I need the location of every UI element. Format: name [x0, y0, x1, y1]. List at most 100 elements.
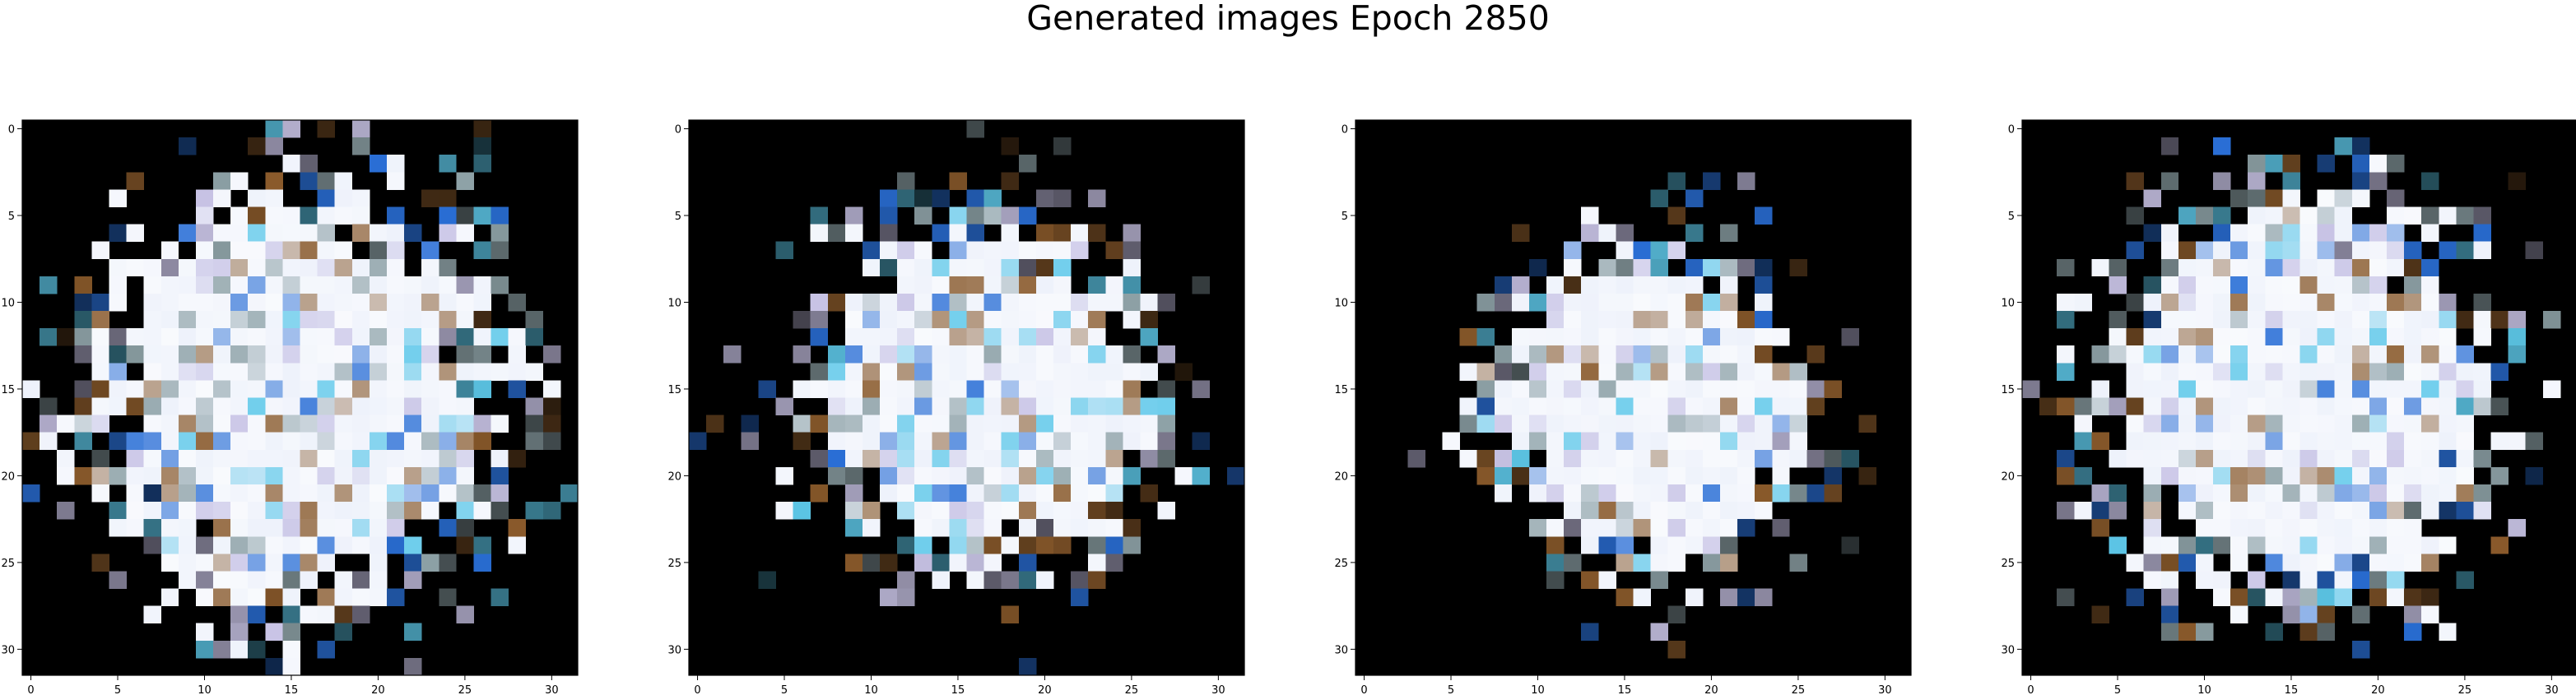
pixel — [282, 241, 300, 260]
pixel — [966, 293, 984, 312]
y-tick-label: 30 — [1334, 644, 1348, 656]
pixel — [2525, 432, 2544, 451]
pixel — [230, 206, 249, 225]
pixel — [966, 328, 984, 346]
pixel — [2057, 311, 2075, 329]
pixel — [2265, 554, 2283, 572]
pixel — [2317, 345, 2336, 364]
pixel — [1772, 380, 1790, 398]
pixel — [1035, 571, 1054, 589]
pixel — [2386, 241, 2405, 260]
pixel — [2439, 311, 2457, 329]
pixel — [386, 276, 405, 294]
pixel — [1018, 657, 1037, 676]
pixel — [213, 502, 231, 520]
pixel — [1018, 502, 1037, 520]
pixel — [1737, 345, 1755, 364]
pixel — [1001, 415, 1020, 433]
pixel — [949, 363, 967, 381]
pixel — [2369, 397, 2388, 415]
pixel — [195, 380, 214, 398]
pixel — [1772, 363, 1790, 381]
pixel — [404, 571, 422, 589]
pixel — [897, 276, 915, 294]
pixel — [1616, 293, 1634, 312]
pixel — [1035, 449, 1054, 468]
pixel — [74, 415, 92, 433]
pixel — [1053, 484, 1072, 503]
pixel — [1667, 293, 1686, 312]
pixel — [195, 345, 214, 364]
pixel — [160, 258, 179, 277]
pixel — [213, 415, 231, 433]
pixel — [1685, 484, 1704, 503]
pixel — [525, 328, 544, 346]
pixel — [265, 241, 283, 260]
pixel — [966, 224, 984, 243]
y-tick-label: 10 — [1, 297, 15, 309]
pixel — [2282, 276, 2300, 294]
pixel — [456, 380, 474, 398]
pixel — [334, 571, 353, 589]
pixel — [2282, 536, 2300, 554]
pixel — [317, 241, 336, 260]
pixel — [897, 241, 915, 260]
pixel — [2508, 519, 2527, 537]
pixel — [2525, 241, 2544, 260]
pixel — [1702, 449, 1721, 468]
pixel — [109, 293, 127, 312]
pixel — [178, 258, 197, 277]
pixel — [1071, 502, 1089, 520]
pixel — [2109, 345, 2127, 364]
pixel — [2195, 397, 2214, 415]
pixel — [160, 502, 179, 520]
pixel — [230, 449, 249, 468]
pixel — [827, 466, 846, 485]
pixel — [1511, 276, 1530, 294]
pixel — [456, 224, 474, 243]
pixel — [2265, 155, 2283, 173]
pixel — [2317, 571, 2336, 589]
pixel — [456, 484, 474, 503]
pixel — [1035, 380, 1054, 398]
pixel — [1755, 588, 1773, 607]
pixel — [827, 224, 846, 243]
pixel — [300, 519, 318, 537]
pixel — [2351, 605, 2370, 624]
pixel — [2160, 432, 2179, 451]
pixel — [1772, 328, 1790, 346]
pixel — [1719, 484, 1738, 503]
pixel — [1071, 224, 1089, 243]
pixel — [2421, 345, 2439, 364]
pixel — [2334, 519, 2353, 537]
pixel — [862, 432, 881, 451]
pixel — [1035, 276, 1054, 294]
pixel — [2213, 311, 2231, 329]
pixel — [862, 293, 881, 312]
y-tick-label: 10 — [2001, 297, 2015, 309]
pixel — [1088, 224, 1106, 243]
pixel — [248, 293, 266, 312]
pixel — [74, 311, 92, 329]
pixel — [2230, 415, 2248, 433]
pixel — [1667, 554, 1686, 572]
pixel — [2369, 519, 2388, 537]
pixel — [983, 536, 1002, 554]
pixel — [2299, 276, 2318, 294]
pixel — [1616, 432, 1634, 451]
pixel — [1071, 241, 1089, 260]
pixel — [1088, 536, 1106, 554]
pixel — [949, 241, 967, 260]
pixel — [2542, 380, 2561, 398]
pixel — [143, 328, 162, 346]
pixel — [473, 120, 491, 138]
pixel — [491, 328, 509, 346]
pixel — [282, 519, 300, 537]
pixel — [439, 397, 457, 415]
pixel — [1476, 449, 1495, 468]
pixel — [2299, 206, 2318, 225]
pixel — [178, 415, 197, 433]
pixel — [1192, 380, 1211, 398]
pixel — [2421, 484, 2439, 503]
pixel — [1123, 311, 1141, 329]
